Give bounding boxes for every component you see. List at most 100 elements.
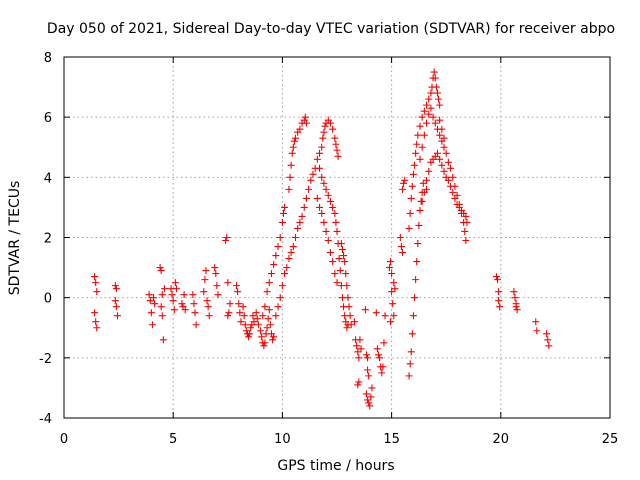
data-point bbox=[420, 107, 428, 115]
data-point bbox=[420, 131, 428, 139]
data-point bbox=[427, 89, 435, 97]
data-point bbox=[442, 149, 450, 157]
data-point bbox=[341, 258, 349, 266]
data-point bbox=[150, 294, 158, 302]
data-point bbox=[365, 372, 373, 380]
data-point bbox=[112, 285, 120, 293]
data-point bbox=[319, 134, 327, 142]
data-point bbox=[169, 297, 177, 305]
data-point bbox=[353, 342, 361, 350]
data-point bbox=[365, 399, 373, 407]
data-point bbox=[223, 234, 231, 241]
data-point bbox=[240, 312, 248, 320]
data-point bbox=[423, 101, 431, 109]
data-point bbox=[329, 258, 337, 266]
data-point bbox=[318, 173, 326, 181]
data-point bbox=[447, 164, 455, 172]
data-point bbox=[157, 267, 165, 275]
data-point bbox=[333, 279, 341, 287]
data-point bbox=[189, 291, 197, 299]
data-point bbox=[274, 243, 282, 251]
data-point bbox=[388, 270, 396, 278]
data-point bbox=[350, 318, 358, 326]
data-point bbox=[512, 300, 520, 308]
data-point bbox=[419, 179, 427, 187]
data-point bbox=[435, 95, 443, 103]
data-point bbox=[287, 249, 295, 257]
data-point bbox=[263, 288, 271, 296]
data-point bbox=[294, 224, 302, 232]
data-point bbox=[391, 285, 399, 293]
data-point bbox=[413, 258, 421, 266]
data-point bbox=[436, 116, 444, 124]
data-point bbox=[438, 161, 446, 169]
data-point bbox=[213, 282, 221, 290]
data-point bbox=[342, 270, 350, 278]
data-point bbox=[425, 110, 433, 118]
data-point bbox=[533, 327, 541, 335]
data-point bbox=[343, 282, 351, 290]
data-point bbox=[145, 291, 153, 299]
data-point bbox=[318, 143, 326, 151]
data-point bbox=[409, 312, 417, 320]
data-point bbox=[374, 351, 382, 359]
data-point bbox=[180, 291, 188, 299]
data-point bbox=[302, 119, 310, 127]
data-point bbox=[543, 330, 551, 338]
data-point bbox=[495, 288, 503, 296]
data-point bbox=[287, 161, 295, 169]
data-point bbox=[494, 276, 502, 284]
data-point bbox=[331, 209, 339, 217]
data-point bbox=[93, 288, 101, 296]
data-point bbox=[250, 318, 258, 326]
data-point bbox=[440, 143, 448, 151]
data-point bbox=[204, 303, 212, 311]
data-point bbox=[407, 348, 415, 356]
data-point bbox=[279, 209, 287, 217]
data-point bbox=[440, 134, 448, 142]
data-point bbox=[334, 152, 342, 160]
data-point bbox=[449, 173, 457, 181]
data-point bbox=[364, 366, 372, 374]
data-point bbox=[425, 95, 433, 103]
axis-ticks: 0 5 10 15 20 25 -4 -2 0 2 4 6 8 bbox=[39, 51, 618, 447]
data-point bbox=[112, 303, 120, 311]
data-point bbox=[191, 309, 199, 317]
data-point bbox=[385, 264, 393, 272]
data-point bbox=[381, 312, 389, 320]
data-point bbox=[276, 234, 284, 241]
data-point bbox=[92, 318, 100, 326]
data-point bbox=[111, 282, 119, 290]
data-point bbox=[171, 279, 179, 287]
data-point bbox=[444, 176, 452, 184]
data-point bbox=[151, 300, 159, 308]
data-point bbox=[234, 288, 242, 296]
data-point bbox=[380, 339, 388, 347]
data-point bbox=[345, 303, 353, 311]
data-point bbox=[241, 321, 249, 329]
data-point bbox=[147, 309, 155, 317]
data-point bbox=[492, 273, 500, 281]
data-point bbox=[313, 194, 321, 202]
data-point bbox=[423, 119, 431, 127]
data-point bbox=[200, 288, 208, 296]
data-point bbox=[438, 125, 446, 133]
data-point bbox=[408, 182, 416, 190]
data-point bbox=[214, 291, 222, 299]
data-point bbox=[320, 128, 328, 136]
data-point bbox=[249, 312, 257, 320]
data-point bbox=[412, 149, 420, 157]
data-point bbox=[278, 218, 286, 226]
data-point bbox=[316, 203, 324, 211]
data-point bbox=[272, 252, 280, 260]
data-point bbox=[292, 234, 300, 241]
data-point bbox=[272, 312, 280, 320]
data-point bbox=[462, 212, 470, 220]
data-point bbox=[276, 294, 284, 302]
data-point bbox=[270, 261, 278, 269]
data-point bbox=[301, 113, 309, 121]
data-point bbox=[354, 348, 362, 356]
data-point bbox=[233, 282, 241, 290]
data-point bbox=[321, 122, 329, 130]
